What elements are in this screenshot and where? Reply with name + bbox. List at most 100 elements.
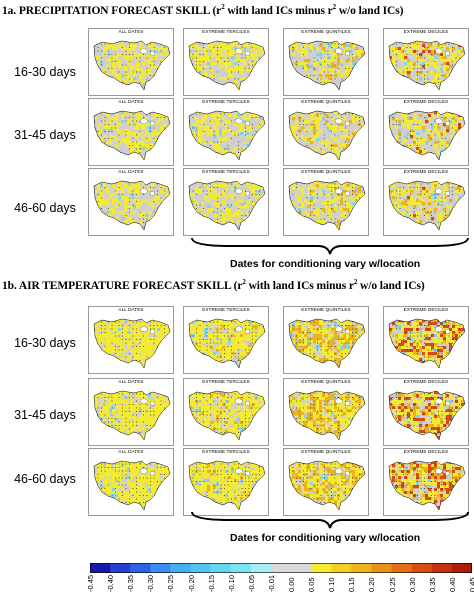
map xyxy=(183,28,269,96)
map-panel: EXTREME DECILES xyxy=(383,306,469,374)
map xyxy=(283,168,369,236)
map-panel: ALL DATES xyxy=(88,378,174,446)
colorbar xyxy=(90,563,472,573)
map-panel: ALL DATES xyxy=(88,98,174,166)
great-lakes xyxy=(234,187,251,197)
panel-title: ALL DATES xyxy=(118,307,144,312)
great-lakes xyxy=(434,397,451,407)
colorbar-tick-label: -0.30 xyxy=(146,574,156,592)
brace-a-label: Dates for conditioning vary w/location xyxy=(230,258,421,270)
colorbar-swatch xyxy=(411,563,433,573)
colorbar-tick-label: 0.25 xyxy=(387,577,397,592)
map xyxy=(383,168,469,236)
panel-title: EXTREME TERCILES xyxy=(202,99,250,104)
panel-title: EXTREME DECILES xyxy=(403,307,449,312)
colorbar-swatch xyxy=(90,563,111,573)
panel-title: ALL DATES xyxy=(118,29,144,34)
map xyxy=(88,448,174,516)
panel-title: ALL DATES xyxy=(118,99,144,104)
colorbar-swatch xyxy=(311,563,332,573)
colorbar-tick-label: 0.20 xyxy=(367,577,377,592)
map-panel: EXTREME TERCILES xyxy=(183,28,269,96)
colorbar-swatch xyxy=(391,563,413,573)
map xyxy=(183,168,269,236)
map-panel: EXTREME QUINTILES xyxy=(283,378,369,446)
map-panel: EXTREME TERCILES xyxy=(183,378,269,446)
map-panel: EXTREME QUINTILES xyxy=(283,28,369,96)
colorbar-tick-label: -0.15 xyxy=(206,574,216,592)
panel-title: EXTREME QUINTILES xyxy=(301,379,351,384)
great-lakes xyxy=(139,397,156,407)
map xyxy=(383,448,469,516)
map xyxy=(283,98,369,166)
map-panel: EXTREME DECILES xyxy=(383,98,469,166)
colorbar-swatch xyxy=(170,563,191,573)
colorbar-swatch xyxy=(270,563,292,573)
map-panel: EXTREME DECILES xyxy=(383,378,469,446)
colorbar-swatch xyxy=(190,563,212,573)
great-lakes xyxy=(434,467,451,477)
colorbar-swatch xyxy=(331,563,352,573)
great-lakes xyxy=(434,187,451,197)
section-a-title: 1a. PRECIPITATION FORECAST SKILL (r2 wit… xyxy=(2,3,404,17)
map xyxy=(183,306,269,374)
panel-title: ALL DATES xyxy=(118,449,144,454)
map-panel: EXTREME QUINTILES xyxy=(283,168,369,236)
brace-b xyxy=(191,511,469,529)
great-lakes xyxy=(234,325,251,335)
great-lakes xyxy=(139,325,156,335)
colorbar-swatch xyxy=(110,563,131,573)
colorbar-swatch xyxy=(250,563,272,573)
panel-title: EXTREME QUINTILES xyxy=(301,307,351,312)
colorbar-tick-label: 0.30 xyxy=(407,577,417,592)
colorbar-tick-label: 0.10 xyxy=(327,577,337,592)
great-lakes xyxy=(234,467,251,477)
great-lakes xyxy=(234,47,251,57)
colorbar-swatch xyxy=(371,563,392,573)
colorbar-tick-label: 0.40 xyxy=(447,577,457,592)
map xyxy=(283,28,369,96)
map-panel: EXTREME QUINTILES xyxy=(283,306,369,374)
colorbar-swatch xyxy=(210,563,232,573)
brace-b-label: Dates for conditioning vary w/location xyxy=(230,532,421,544)
panel-title: EXTREME TERCILES xyxy=(202,307,250,312)
great-lakes xyxy=(434,47,451,57)
map xyxy=(283,448,369,516)
row-label-a-31-45: 31-45 days xyxy=(14,128,76,142)
colorbar-swatch xyxy=(230,563,252,573)
map xyxy=(88,378,174,446)
map xyxy=(283,378,369,446)
colorbar-tick-label: -0.25 xyxy=(166,574,176,592)
great-lakes xyxy=(334,325,351,335)
map xyxy=(183,98,269,166)
great-lakes xyxy=(139,47,156,57)
map xyxy=(88,168,174,236)
map-panel: EXTREME QUINTILES xyxy=(283,98,369,166)
map-panel: EXTREME TERCILES xyxy=(183,306,269,374)
panel-title: EXTREME DECILES xyxy=(403,29,449,34)
panel-title: EXTREME DECILES xyxy=(403,379,449,384)
map-panel: EXTREME TERCILES xyxy=(183,168,269,236)
colorbar-tick-label: 0.05 xyxy=(307,577,317,592)
map xyxy=(283,306,369,374)
row-label-a-46-60: 46-60 days xyxy=(14,201,76,215)
great-lakes xyxy=(234,397,251,407)
colorbar-tick-label: 0.35 xyxy=(427,577,437,592)
colorbar-swatch xyxy=(431,563,453,573)
panel-title: EXTREME QUINTILES xyxy=(301,99,351,104)
map xyxy=(383,306,469,374)
map xyxy=(383,98,469,166)
map-panel: ALL DATES xyxy=(88,448,174,516)
colorbar-swatch xyxy=(451,563,472,573)
colorbar-tick-label: -0.05 xyxy=(246,574,256,592)
colorbar-swatch xyxy=(291,563,312,573)
colorbar-swatch xyxy=(130,563,151,573)
row-label-b-31-45: 31-45 days xyxy=(14,408,76,422)
colorbar-tick-label: -0.35 xyxy=(126,574,136,592)
great-lakes xyxy=(434,117,451,127)
colorbar-tick-label: -0.45 xyxy=(86,574,95,592)
great-lakes xyxy=(234,117,251,127)
map-panel: ALL DATES xyxy=(88,306,174,374)
row-label-b-46-60: 46-60 days xyxy=(14,472,76,486)
map xyxy=(183,378,269,446)
